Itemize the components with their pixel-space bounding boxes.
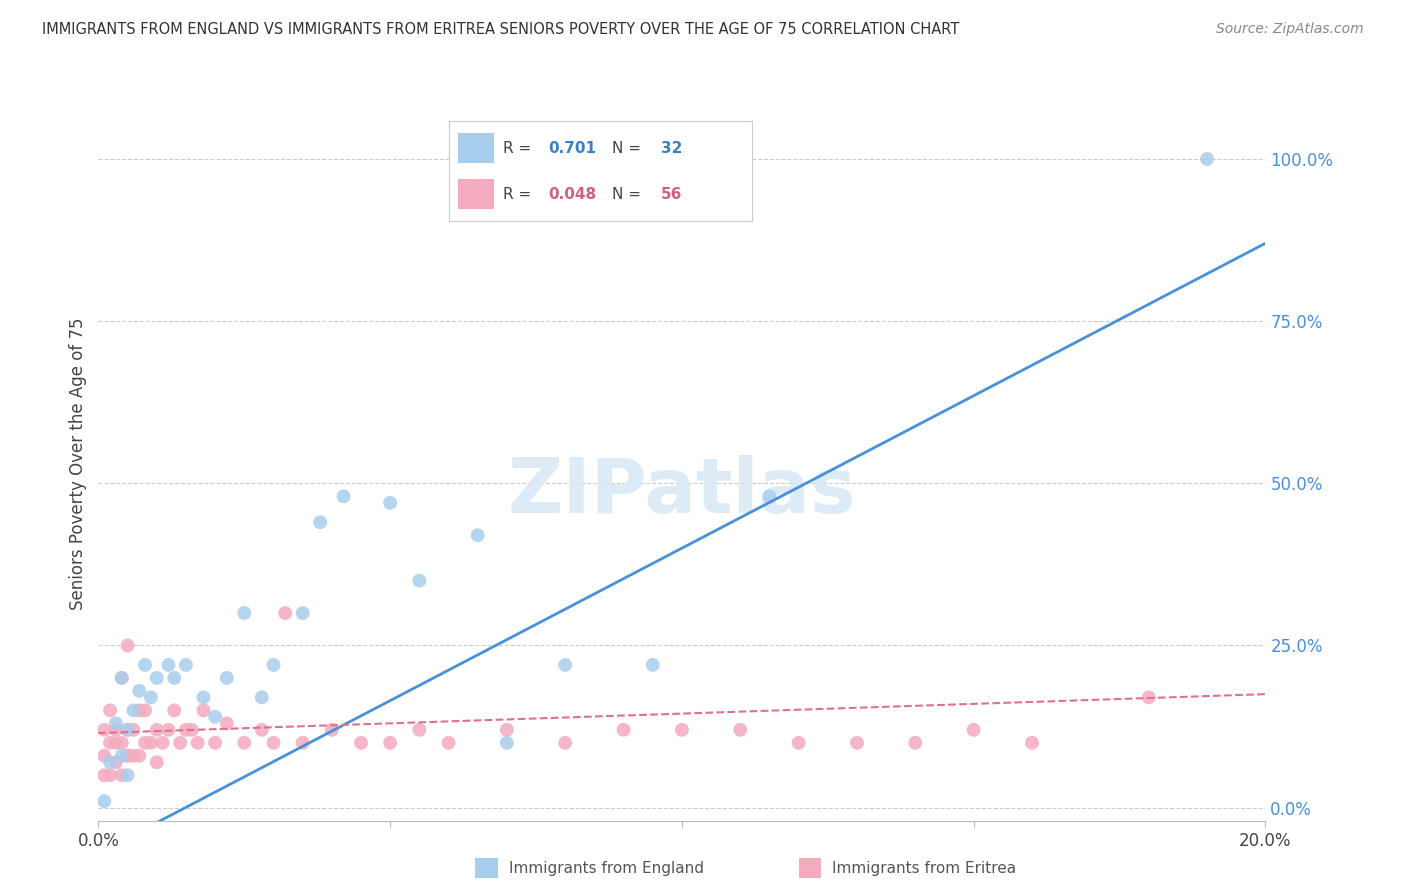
Point [309,515,332,529]
Point [291,606,314,620]
Point [641,657,664,672]
Point [139,690,162,705]
Point [1195,152,1218,166]
Point [134,657,156,672]
Point [128,703,150,717]
Point [122,723,145,737]
Point [291,736,314,750]
Point [378,496,402,510]
Point [495,736,517,750]
Point [111,671,134,685]
Point [169,736,191,750]
Point [174,723,197,737]
Point [845,736,868,750]
Point [93,768,115,782]
Point [187,736,209,750]
Point [495,723,517,737]
Point [111,768,134,782]
Point [350,736,373,750]
Point [163,703,186,717]
Point [554,657,576,672]
Point [163,671,186,685]
Point [262,736,284,750]
Point [98,768,121,782]
Point [728,723,751,737]
Point [204,736,226,750]
Point [111,671,134,685]
Point [117,723,139,737]
Point [408,574,430,588]
Text: Immigrants from Eritrea: Immigrants from Eritrea [832,862,1017,876]
Point [193,703,215,717]
Point [134,736,156,750]
Point [117,748,139,763]
Point [174,657,197,672]
Point [332,489,354,503]
Point [250,690,273,705]
Point [104,716,127,731]
Point [787,736,810,750]
Point [612,723,634,737]
Point [233,606,256,620]
Point [122,748,145,763]
Point [962,723,984,737]
Text: ZIPatlas: ZIPatlas [508,456,856,529]
Text: Source: ZipAtlas.com: Source: ZipAtlas.com [1216,22,1364,37]
Text: Immigrants from England: Immigrants from England [509,862,704,876]
Point [215,716,238,731]
Point [1021,736,1043,750]
Point [122,703,145,717]
Point [111,736,134,750]
Point [437,736,460,750]
Point [215,671,238,685]
Point [117,639,139,653]
Text: IMMIGRANTS FROM ENGLAND VS IMMIGRANTS FROM ERITREA SENIORS POVERTY OVER THE AGE : IMMIGRANTS FROM ENGLAND VS IMMIGRANTS FR… [42,22,959,37]
Point [128,684,150,698]
Point [117,768,139,782]
Point [93,748,115,763]
Point [146,671,169,685]
Y-axis label: Seniors Poverty Over the Age of 75: Seniors Poverty Over the Age of 75 [69,318,87,610]
Point [904,736,927,750]
Point [152,736,174,750]
Point [204,710,226,724]
Point [250,723,273,737]
Point [274,606,297,620]
Point [262,657,284,672]
Point [180,723,202,737]
Point [117,748,139,763]
Point [146,723,169,737]
Point [104,756,127,770]
Point [93,723,115,737]
Point [554,736,576,750]
Point [671,723,693,737]
Point [193,690,215,705]
Point [1137,690,1160,705]
Point [117,723,139,737]
Point [233,736,256,750]
Point [146,756,169,770]
Point [157,723,180,737]
Point [139,736,162,750]
Point [98,736,121,750]
Point [467,528,489,542]
Point [93,794,115,808]
Point [378,736,402,750]
Point [104,736,127,750]
Point [321,723,343,737]
Point [98,756,121,770]
Point [758,489,780,503]
Point [157,657,180,672]
Point [128,748,150,763]
Point [111,748,134,763]
Point [104,723,127,737]
Point [408,723,430,737]
Point [98,703,121,717]
Point [134,703,156,717]
